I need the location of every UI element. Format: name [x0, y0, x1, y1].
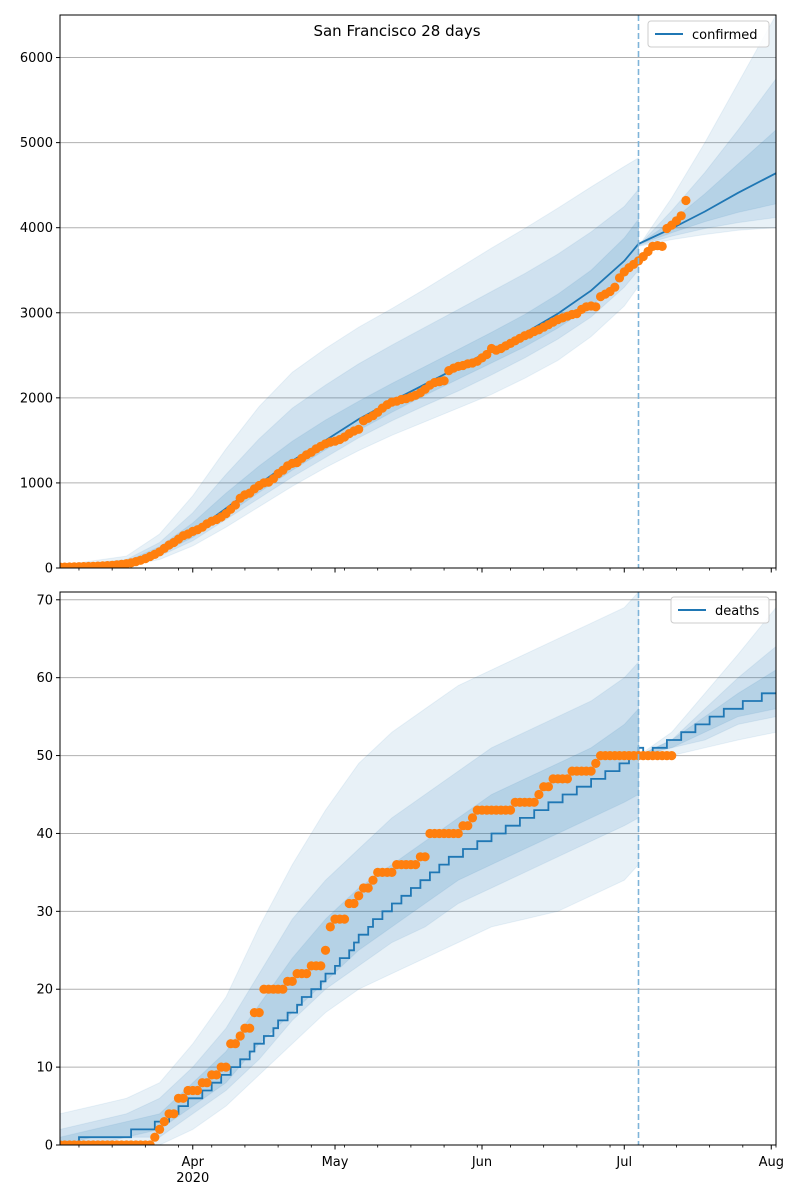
confirmed-axes-frame [59, 14, 777, 569]
observed-point [278, 984, 288, 994]
x-tick-label: Apr [182, 1155, 205, 1170]
observed-point [202, 1078, 212, 1088]
x-tick-label: Jun [471, 1155, 492, 1170]
observed-point [169, 1109, 179, 1119]
x-tick-label: May [322, 1155, 349, 1170]
observed-point [159, 1117, 169, 1127]
observed-point [230, 1039, 240, 1049]
observed-point [354, 424, 364, 434]
observed-point [420, 852, 430, 862]
observed-point [192, 1085, 203, 1096]
legend-box [670, 596, 770, 624]
observed-point [667, 751, 677, 761]
observed-point [316, 961, 326, 971]
y-tick-label: 0 [45, 1139, 53, 1154]
deaths-y-ticks: 0 10 20 30 40 50 60 70 [36, 593, 60, 1154]
observed-point [363, 883, 373, 893]
observed-point [591, 758, 601, 769]
x-tick-label: Jul [615, 1155, 632, 1170]
observed-point [439, 376, 449, 386]
observed-point [320, 945, 331, 955]
observed-point [681, 195, 691, 206]
observed-point [145, 1140, 155, 1145]
legend-label-confirmed: confirmed [692, 28, 758, 43]
y-tick-label: 70 [36, 593, 53, 608]
observed-point [211, 1070, 222, 1080]
deaths-legend: deaths [670, 596, 770, 624]
observed-point [411, 860, 421, 870]
observed-point [368, 875, 378, 885]
legend-box [647, 20, 770, 48]
observed-point [235, 1031, 245, 1041]
confirmed-y-ticks: 0 1000 2000 3000 4000 5000 6000 [20, 51, 60, 577]
observed-point [150, 1132, 160, 1142]
observed-point [543, 782, 554, 792]
observed-point [349, 898, 359, 909]
observed-point [657, 241, 667, 251]
observed-point [562, 774, 573, 784]
observed-point [230, 500, 240, 510]
y-tick-label: 6000 [20, 51, 53, 66]
observed-point [586, 766, 596, 776]
y-tick-label: 0 [45, 562, 53, 577]
x-tick-sublabel: 2020 [176, 1171, 209, 1186]
observed-point [529, 797, 539, 807]
observed-point [505, 805, 516, 815]
legend-label-deaths: deaths [715, 604, 760, 619]
confirmed-outer-band-forecast [637, 15, 776, 248]
chart-title: San Francisco 28 days [313, 22, 480, 40]
observed-point [155, 1124, 165, 1134]
observed-point [591, 302, 601, 312]
observed-point [245, 1023, 255, 1033]
deaths-axes-frame [59, 591, 777, 1146]
y-tick-label: 50 [36, 749, 53, 764]
y-tick-label: 60 [36, 671, 53, 686]
observed-point [534, 789, 544, 800]
confirmed-legend: confirmed [647, 20, 770, 48]
y-tick-label: 4000 [20, 221, 53, 236]
observed-point [339, 914, 350, 924]
y-tick-label: 3000 [20, 306, 53, 321]
observed-point [467, 813, 478, 823]
observed-point [254, 1008, 264, 1018]
observed-point [676, 211, 686, 221]
deaths-inner-band-forecast [638, 669, 776, 757]
observed-point [610, 282, 620, 292]
confirmed-x-ticks [78, 568, 777, 573]
confirmed-observed-points [60, 195, 691, 568]
observed-point [325, 922, 335, 932]
confirmed-middle-band-forecast [636, 77, 776, 247]
x-tick-label: Aug [759, 1155, 784, 1170]
confirmed-panel: 0 1000 2000 3000 4000 5000 6000 San Francisco … [20, 14, 777, 577]
observed-point [302, 969, 312, 979]
y-tick-label: 5000 [20, 136, 53, 151]
observed-point [453, 828, 463, 839]
y-tick-label: 1000 [20, 476, 53, 491]
y-tick-label: 10 [36, 1061, 53, 1076]
observed-point [221, 1062, 231, 1072]
observed-point [354, 891, 364, 901]
observed-point [178, 1093, 188, 1103]
y-tick-label: 30 [36, 905, 53, 920]
y-tick-label: 40 [36, 827, 53, 842]
observed-point [287, 976, 297, 987]
observed-point [463, 821, 473, 831]
y-tick-label: 2000 [20, 391, 53, 406]
y-tick-label: 20 [36, 983, 53, 998]
deaths-outer-band-forecast [636, 606, 776, 757]
deaths-observed-points [60, 751, 677, 1145]
observed-point [387, 867, 397, 878]
